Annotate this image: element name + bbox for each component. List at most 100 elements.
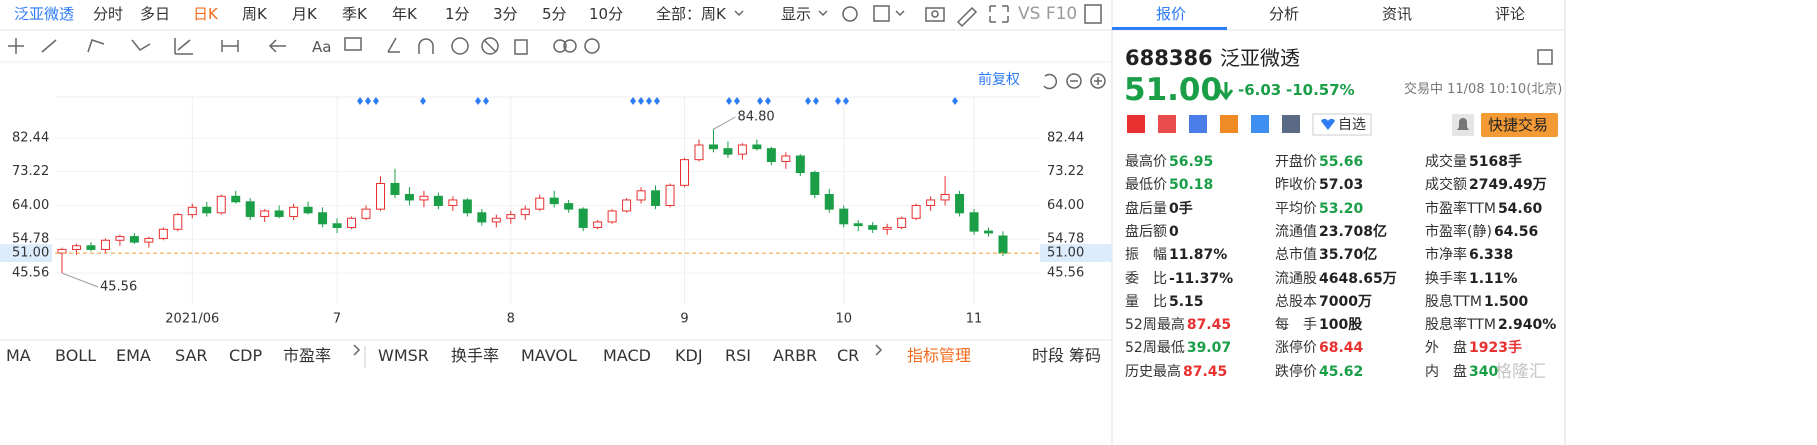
quote-value: 2.940% bbox=[1497, 317, 1557, 334]
stock-title: 泛亚微透 bbox=[1220, 46, 1300, 70]
quote-label: 流通股 bbox=[1275, 270, 1317, 287]
quote-item: 市盈率(静) 64.56 bbox=[1425, 222, 1538, 242]
y-tick-label-right: 64.00 bbox=[1047, 198, 1084, 213]
indicator-tab[interactable]: KDJ bbox=[675, 346, 703, 365]
period-tab[interactable]: 多日 bbox=[140, 5, 171, 23]
event-marker bbox=[726, 97, 732, 105]
period-tab[interactable]: 日K bbox=[193, 5, 218, 23]
quote-tab[interactable]: 资讯 bbox=[1382, 5, 1413, 23]
quote-tab[interactable]: 分析 bbox=[1269, 5, 1300, 23]
y-tick-label: 64.00 bbox=[12, 198, 49, 213]
indicator-tab[interactable]: RSI bbox=[725, 346, 751, 365]
period-tab[interactable]: 月K bbox=[292, 5, 317, 23]
quote-tab[interactable]: 评论 bbox=[1495, 5, 1526, 23]
period-tab[interactable]: 10分 bbox=[589, 5, 624, 23]
candle-body bbox=[578, 208, 588, 228]
quote-label: 流通值 bbox=[1275, 223, 1317, 240]
quote-value: 2749.49万 bbox=[1469, 177, 1547, 194]
quote-item: 盘后量 0手 bbox=[1125, 199, 1193, 219]
candle-body bbox=[752, 144, 762, 150]
indicator-tab[interactable]: 时段 bbox=[1032, 346, 1065, 365]
quote-tab[interactable]: 报价 bbox=[1156, 5, 1187, 23]
y-tick-label: 73.22 bbox=[12, 164, 49, 179]
quote-value: 68.44 bbox=[1319, 340, 1364, 357]
indicator-tab[interactable]: EMA bbox=[116, 346, 151, 365]
quote-label: 盘后量 bbox=[1125, 200, 1167, 217]
quote-value: 0 bbox=[1169, 223, 1179, 240]
indicator-tab[interactable]: MAVOL bbox=[521, 346, 577, 365]
candle-body bbox=[708, 144, 718, 150]
quote-item: 量 比 5.15 bbox=[1125, 292, 1204, 312]
trade-status: 交易中 11/08 10:10(北京) bbox=[1404, 82, 1563, 97]
indicator-tab[interactable]: BOLL bbox=[55, 346, 97, 365]
indicator-tab[interactable]: SAR bbox=[175, 346, 208, 365]
quote-value: 100股 bbox=[1319, 317, 1363, 334]
quote-label: 每 手 bbox=[1275, 317, 1317, 334]
candle-body bbox=[839, 208, 849, 225]
period-tab[interactable]: 全部：周K bbox=[656, 5, 726, 23]
indicator-tab[interactable]: 市盈率 bbox=[283, 346, 332, 365]
candle-body bbox=[86, 245, 96, 250]
period-tab[interactable]: 1分 bbox=[445, 5, 470, 23]
quote-item: 涨停价 68.44 bbox=[1275, 338, 1363, 358]
candle-body bbox=[549, 197, 559, 205]
stock-name[interactable]: 泛亚微透 bbox=[14, 5, 75, 23]
quote-label: 委 比 bbox=[1125, 270, 1167, 287]
indicator-tab[interactable]: MA bbox=[6, 346, 31, 365]
quote-item: 跌停价 45.62 bbox=[1275, 362, 1363, 382]
indicator-tab[interactable]: CDP bbox=[229, 346, 263, 365]
adjust-mode[interactable]: 前复权 bbox=[978, 72, 1020, 88]
candle-body bbox=[535, 197, 545, 210]
quote-label: 历史最高 bbox=[1125, 363, 1181, 380]
quote-value: 87.45 bbox=[1183, 363, 1228, 380]
indicator-tab[interactable]: MACD bbox=[603, 346, 651, 365]
quote-value: 57.03 bbox=[1319, 177, 1364, 194]
x-tick-label: 8 bbox=[507, 312, 515, 327]
indicator-tab[interactable]: 指标管理 bbox=[907, 346, 972, 365]
candle-body bbox=[404, 193, 414, 201]
indicator-tab[interactable]: WMSR bbox=[378, 346, 429, 365]
candle-body bbox=[361, 208, 371, 219]
quote-label: 换手率 bbox=[1425, 270, 1467, 287]
quote-label: 成交额 bbox=[1425, 177, 1467, 194]
quote-item: 市净率 6.338 bbox=[1425, 245, 1513, 265]
text-tool[interactable]: Aa bbox=[312, 38, 332, 56]
indicator-tab[interactable]: ARBR bbox=[773, 346, 818, 365]
candle-body bbox=[318, 212, 328, 225]
period-tab[interactable]: 季K bbox=[342, 5, 367, 23]
watch-button[interactable]: 自选 bbox=[1338, 117, 1366, 133]
candle-body bbox=[926, 199, 936, 206]
vs-f10[interactable]: VS F10 bbox=[1018, 4, 1078, 24]
candle-body bbox=[593, 221, 603, 228]
event-marker bbox=[734, 97, 740, 105]
candle-body bbox=[969, 212, 979, 232]
period-tab[interactable]: 显示 bbox=[781, 5, 812, 23]
quote-item: 平均价 53.20 bbox=[1275, 199, 1363, 219]
period-tab[interactable]: 年K bbox=[392, 5, 417, 23]
quote-label: 市盈率TTM bbox=[1425, 200, 1496, 217]
y-tick-label: 45.56 bbox=[12, 266, 49, 281]
candle-body bbox=[897, 217, 907, 228]
active-tab-underline bbox=[1112, 27, 1227, 30]
quote-item: 盘后额 0 bbox=[1125, 222, 1179, 242]
quote-item: 最低价 50.18 bbox=[1125, 175, 1213, 195]
period-tab[interactable]: 3分 bbox=[493, 5, 518, 23]
event-marker bbox=[805, 97, 811, 105]
period-tab[interactable]: 周K bbox=[242, 5, 267, 23]
indicator-tab[interactable]: CR bbox=[837, 346, 860, 365]
indicator-tab[interactable]: 筹码 bbox=[1069, 346, 1102, 365]
y-tick-label-right: 54.78 bbox=[1047, 232, 1084, 247]
event-marker bbox=[357, 97, 363, 105]
period-tab[interactable]: 分时 bbox=[93, 5, 124, 23]
quick-trade[interactable]: 快捷交易 bbox=[1488, 116, 1549, 134]
quote-label: 总市值 bbox=[1275, 247, 1317, 264]
candle-body bbox=[158, 228, 168, 239]
quote-item: 流通值 23.708亿 bbox=[1275, 222, 1387, 242]
quote-value: 11.87% bbox=[1169, 247, 1228, 264]
candle-body bbox=[289, 206, 299, 217]
period-tab[interactable]: 5分 bbox=[542, 5, 567, 23]
quote-label: 总股本 bbox=[1275, 293, 1317, 310]
candle-body bbox=[998, 235, 1008, 254]
quote-item: 总股本 7000万 bbox=[1275, 292, 1372, 312]
indicator-tab[interactable]: 换手率 bbox=[451, 346, 500, 365]
